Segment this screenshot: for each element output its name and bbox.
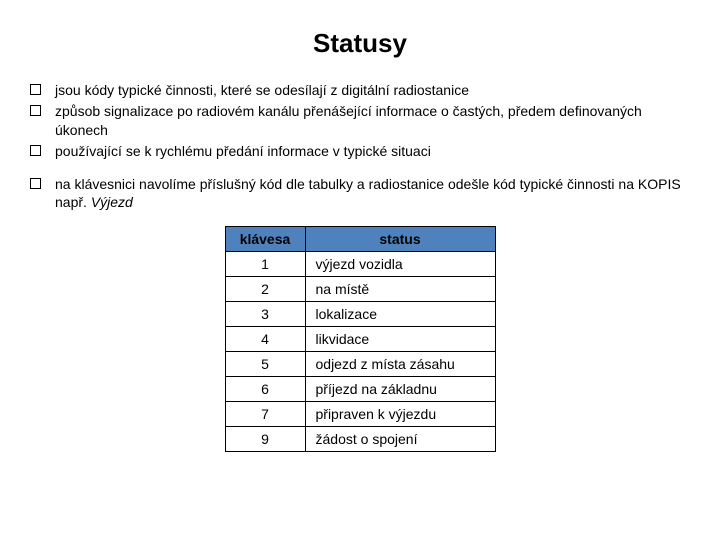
- cell-key: 4: [225, 327, 305, 352]
- table-header-row: klávesa status: [225, 227, 495, 252]
- col-header-status: status: [305, 227, 495, 252]
- bullet-text-italic: Výjezd: [91, 194, 133, 210]
- bullet-text: na klávesnici navolíme příslušný kód dle…: [55, 175, 690, 213]
- cell-key: 2: [225, 277, 305, 302]
- checkbox-icon: [30, 84, 41, 95]
- bullet-text: způsob signalizace po radiovém kanálu př…: [55, 102, 690, 140]
- table-row: 6příjezd na základnu: [225, 377, 495, 402]
- table-row: 1výjezd vozidla: [225, 252, 495, 277]
- cell-key: 1: [225, 252, 305, 277]
- table-row: 5odjezd z místa zásahu: [225, 352, 495, 377]
- cell-status: odjezd z místa zásahu: [305, 352, 495, 377]
- checkbox-icon: [30, 105, 41, 116]
- cell-status: na místě: [305, 277, 495, 302]
- status-table-wrap: klávesa status 1výjezd vozidla2na místě3…: [30, 226, 690, 452]
- status-table: klávesa status 1výjezd vozidla2na místě3…: [225, 226, 496, 452]
- list-item: způsob signalizace po radiovém kanálu př…: [30, 102, 690, 140]
- bullet-text: jsou kódy typické činnosti, které se ode…: [55, 81, 690, 100]
- cell-status: příjezd na základnu: [305, 377, 495, 402]
- table-row: 3lokalizace: [225, 302, 495, 327]
- list-item: jsou kódy typické činnosti, které se ode…: [30, 81, 690, 100]
- cell-status: připraven k výjezdu: [305, 402, 495, 427]
- cell-status: výjezd vozidla: [305, 252, 495, 277]
- cell-key: 3: [225, 302, 305, 327]
- list-item: na klávesnici navolíme příslušný kód dle…: [30, 175, 690, 213]
- table-body: 1výjezd vozidla2na místě3lokalizace4likv…: [225, 252, 495, 452]
- cell-status: likvidace: [305, 327, 495, 352]
- cell-status: žádost o spojení: [305, 427, 495, 452]
- table-row: 7připraven k výjezdu: [225, 402, 495, 427]
- page-title: Statusy: [30, 28, 690, 59]
- cell-key: 9: [225, 427, 305, 452]
- bullet-text-prefix: na klávesnici navolíme příslušný kód dle…: [55, 176, 681, 211]
- cell-key: 6: [225, 377, 305, 402]
- checkbox-icon: [30, 145, 41, 156]
- bullet-group-2: na klávesnici navolíme příslušný kód dle…: [30, 175, 690, 213]
- bullet-text: používající se k rychlému předání inform…: [55, 142, 690, 161]
- bullet-group-1: jsou kódy typické činnosti, které se ode…: [30, 81, 690, 161]
- checkbox-icon: [30, 178, 41, 189]
- cell-status: lokalizace: [305, 302, 495, 327]
- table-row: 4likvidace: [225, 327, 495, 352]
- table-row: 9žádost o spojení: [225, 427, 495, 452]
- cell-key: 7: [225, 402, 305, 427]
- table-row: 2na místě: [225, 277, 495, 302]
- cell-key: 5: [225, 352, 305, 377]
- col-header-key: klávesa: [225, 227, 305, 252]
- list-item: používající se k rychlému předání inform…: [30, 142, 690, 161]
